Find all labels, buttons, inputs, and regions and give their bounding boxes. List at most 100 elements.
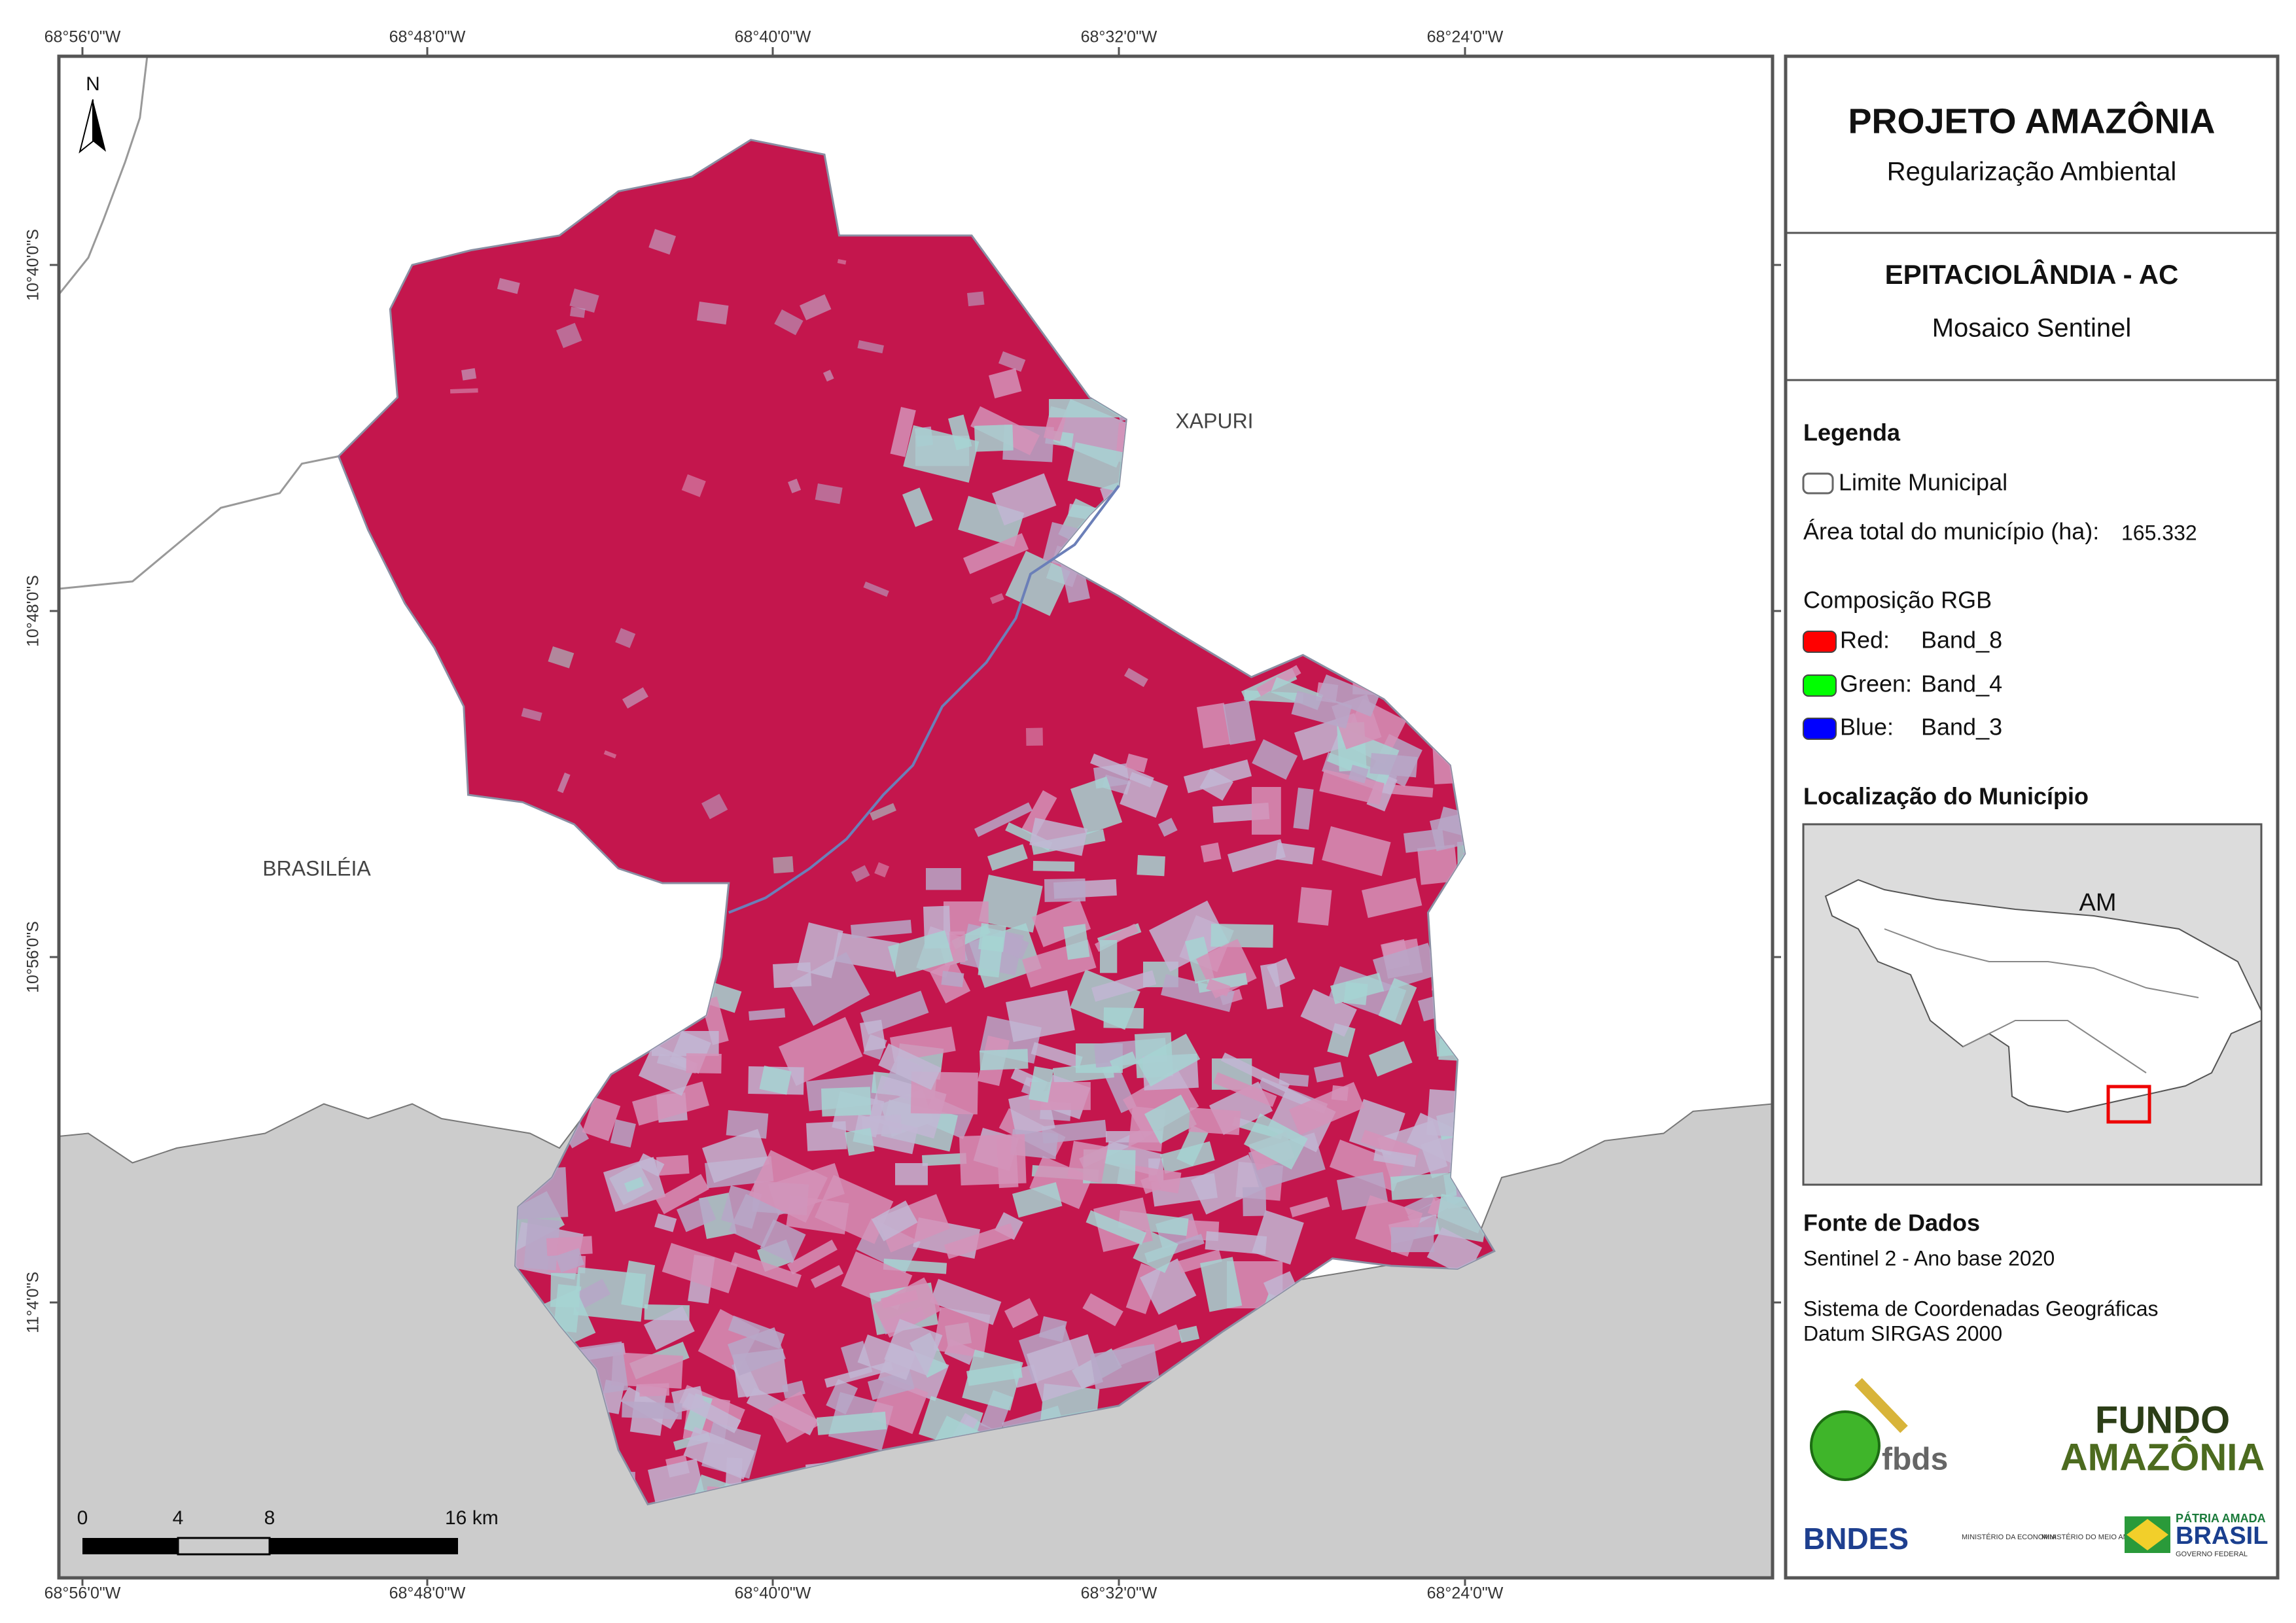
land-patch [677,1196,716,1232]
land-patch [1006,990,1075,1042]
crs-text: Datum SIRGAS 2000 [1803,1321,2002,1345]
land-patch [1004,1298,1038,1329]
latitude-label: 11°4'0"S [24,1272,43,1333]
land-patch [1390,1172,1457,1200]
land-patch [887,930,954,977]
fundo-logo: FUNDO [2095,1399,2230,1441]
land-patch [1289,1082,1365,1136]
land-patch [895,1163,928,1185]
land-patch [941,971,964,988]
product-name: Mosaico Sentinel [1932,314,2132,343]
land-patch [759,1066,792,1095]
land-patch [1082,1293,1123,1327]
land-patch [615,628,636,648]
land-patch [1044,878,1086,902]
land-patch [1206,979,1231,997]
gov-logo: PÁTRIA AMADA [2176,1511,2266,1525]
land-patch [1090,1344,1160,1390]
land-patch [947,414,972,451]
land-patch [774,309,804,336]
land-patch [1252,739,1298,780]
land-patch [631,1081,709,1126]
side-panel: PROJETO AMAZÔNIA Regularização Ambiental… [1784,54,2280,1580]
land-patch [730,1252,802,1288]
land-patch [702,1128,770,1183]
inset-map: AM [1802,823,2263,1186]
land-patch [817,1411,887,1435]
band-name: Band_8 [1921,627,2002,654]
fundo-logo: AMAZÔNIA [2060,1436,2265,1478]
land-patch [1227,839,1286,873]
land-patch [773,856,794,874]
scale-label: 8 [264,1507,275,1529]
land-patch [1403,828,1445,853]
land-patch [624,1177,645,1193]
land-patch [1243,1113,1308,1170]
land-patch [862,1114,902,1136]
land-patch [1159,1141,1215,1174]
longitude-label: 68°40'0"W [735,28,811,46]
brasil-flag [2127,1519,2168,1550]
neighbor-boundary [59,56,149,295]
land-patch [944,1223,1016,1259]
land-patch [930,1278,1002,1325]
crs-text: Sistema de Coordenadas Geográficas [1803,1297,2159,1320]
land-patch [902,487,933,527]
land-patch [1360,1130,1421,1161]
land-patch [871,1200,918,1242]
subtitle: Regularização Ambiental [1887,158,2176,186]
land-patch [621,1260,656,1309]
river [728,485,1120,914]
land-patch [1137,854,1165,877]
land-patch [1012,1182,1063,1218]
land-patch [811,1265,844,1289]
land-patch [1125,753,1148,773]
land-patch [546,1236,593,1257]
land-patch [1021,790,1057,837]
municipality-image [337,139,1496,1506]
land-patch [1033,860,1075,872]
land-patch [450,388,478,394]
land-patch [890,406,916,457]
land-patch [796,922,843,979]
band-legend: Red: Band_8 Green: Band_4 Blue: Band_3 [1803,627,2002,741]
coordinate-ticks: 68°56'0"W 68°56'0"W 68°48'0"W 68°48'0"W 68°4… [24,28,1781,1603]
land-patch [992,473,1057,526]
band-name: Band_4 [1921,671,2002,697]
land-patch [963,532,1029,574]
land-patch [1124,668,1148,688]
land-patch [1252,787,1281,835]
land-patch [1063,924,1090,960]
land-patch [728,1327,786,1376]
land-patch [860,1019,886,1052]
land-patch [851,865,870,882]
land-patch [749,1150,828,1223]
land-patch [1298,886,1332,926]
land-patch [857,340,884,354]
place-label: XAPURI [1175,409,1253,432]
land-patch [1275,842,1315,865]
land-patch [1319,769,1385,805]
band-channel: Red: [1840,627,1890,654]
land-patch [962,1350,1023,1411]
land-patch [1329,1140,1404,1192]
municipality-name: EPITACIOLÂNDIA - AC [1885,258,2179,290]
sources-title: Fonte de Dados [1803,1210,1980,1236]
land-patch [1220,1053,1290,1092]
land-patch [1188,1107,1241,1136]
land-patch [1322,826,1391,877]
land-patch [933,1307,991,1358]
land-patch [1102,775,1131,795]
land-patch [696,302,729,325]
land-patch [461,368,477,381]
location-marker [2106,1085,2151,1124]
land-patch [1026,727,1043,746]
inset-boundary [1962,1020,2147,1073]
land-patch [1205,1231,1267,1255]
longitude-label: 68°48'0"W [389,1584,466,1603]
land-patch [648,229,677,255]
latitude-label: 10°48'0"S [24,575,43,647]
land-patch [815,1175,894,1244]
land-patch [1362,877,1422,918]
land-patch [1210,924,1274,948]
